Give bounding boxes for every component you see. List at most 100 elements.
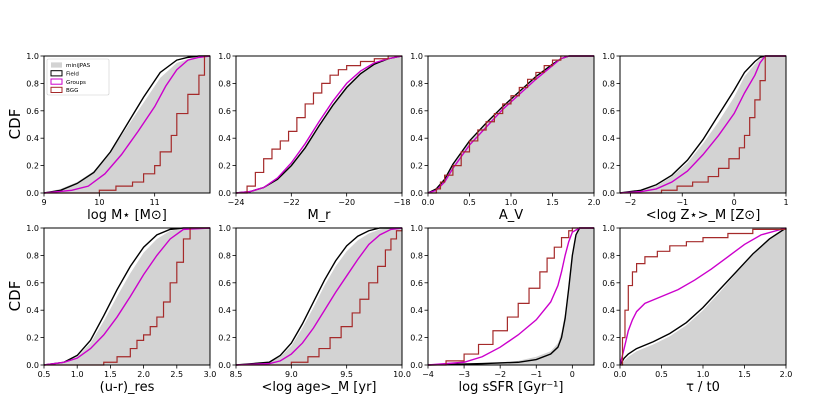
- x-tick-label: 10.0: [393, 370, 411, 379]
- y-tick-label: 1.0: [602, 224, 615, 233]
- y-tick-label: 0.6: [26, 279, 39, 288]
- x-tick-label: 0.0: [614, 370, 627, 379]
- y-tick-label: 0.0: [26, 361, 39, 370]
- y-tick-label: 0.0: [218, 189, 231, 198]
- x-tick-label: 10: [94, 198, 104, 207]
- y-tick-label: 0.0: [26, 189, 39, 198]
- y-tick-label: 0.2: [410, 334, 423, 343]
- y-tick-label: 0.4: [26, 134, 39, 143]
- x-tick-label: 1.0: [697, 370, 710, 379]
- series-groups-line: [235, 227, 403, 366]
- y-tick-label: 0.6: [218, 107, 231, 116]
- y-tick-label: 0.0: [410, 189, 423, 198]
- y-tick-label: 0.4: [26, 306, 39, 315]
- x-tick-label: −20: [338, 198, 355, 207]
- axes-frame: [427, 227, 595, 366]
- y-tick-label: 1.0: [218, 52, 231, 61]
- x-tick-label: −2: [494, 370, 506, 379]
- y-tick-label: 0.8: [218, 79, 231, 88]
- y-tick-label: 0.8: [410, 251, 423, 260]
- series-minijpas-area: [236, 56, 402, 193]
- x-tick-label: −1: [530, 370, 542, 379]
- series-groups-line: [235, 55, 403, 194]
- series-minijpas-area: [44, 228, 210, 365]
- y-tick-label: 0.4: [410, 134, 423, 143]
- y-tick-label: 0.2: [410, 162, 423, 171]
- y-tick-label: 0.6: [218, 279, 231, 288]
- legend-swatch-field: [50, 70, 63, 77]
- series-bgg-step-line: [428, 227, 594, 366]
- x-tick-label: 1.0: [71, 370, 84, 379]
- series-minijpas-area: [236, 228, 402, 365]
- series-bgg-step-line: [236, 228, 403, 366]
- x-tick-label: −2: [624, 198, 636, 207]
- panel-p5: 0.5 1.0 1.5 2.0 2.5 3.0 0.0 0.2 0.4 0.6 0.8 1.0 (u-r…: [26, 224, 216, 395]
- x-tick-label: 1.5: [104, 370, 117, 379]
- series-field-line: [43, 55, 210, 194]
- x-axis-label: (u-r)_res: [100, 380, 155, 395]
- y-tick-label: 0.6: [26, 107, 39, 116]
- y-tick-label: 0.0: [602, 361, 615, 370]
- y-tick-label: 1.0: [218, 224, 231, 233]
- x-tick-label: −1: [676, 198, 688, 207]
- series-bgg-step-line: [428, 55, 594, 194]
- panel-p1: 9 10 11 0.0 0.2 0.4 0.6 0.8 1.0 log M⋆ [M⊙] miniJP…: [26, 52, 211, 223]
- series-groups-line: [427, 227, 594, 366]
- y-tick-label: 0.4: [218, 306, 231, 315]
- y-tick-label: 0.6: [410, 107, 423, 116]
- x-tick-label: 1.5: [738, 370, 751, 379]
- x-tick-label: 8.5: [230, 370, 243, 379]
- series-groups-line: [43, 55, 211, 194]
- x-tick-label: 9.5: [340, 370, 353, 379]
- y-tick-label: 0.8: [26, 251, 39, 260]
- series-bgg-step-line: [44, 55, 210, 194]
- axes-frame: [619, 55, 787, 194]
- y-tick-label: 0.8: [218, 251, 231, 260]
- x-axis-label: log M⋆ [M⊙]: [87, 208, 167, 223]
- y-tick-label: 0.2: [26, 162, 39, 171]
- x-tick-label: 0: [570, 370, 575, 379]
- legend-label-field: Field: [66, 72, 79, 78]
- series-field-line: [619, 227, 787, 366]
- y-tick-label: 0.2: [26, 334, 39, 343]
- series-minijpas-area: [428, 56, 594, 193]
- legend-label-minijpas: miniJPAS: [66, 63, 91, 69]
- x-tick-label: 0.0: [422, 198, 435, 207]
- x-tick-label: −3: [458, 370, 470, 379]
- series-groups-line: [619, 227, 787, 366]
- panel-p7: −4 −3 −2 −1 0 0.0 0.2 0.4 0.6 0.8 1.0 log sSFR [Gyr…: [410, 224, 595, 395]
- x-tick-label: 1.0: [505, 198, 518, 207]
- axes-frame: [235, 227, 403, 366]
- x-tick-label: 2.0: [588, 198, 601, 207]
- legend-swatch-groups: [50, 78, 63, 85]
- y-tick-label: 0.6: [410, 279, 423, 288]
- x-axis-label: A_V: [499, 208, 523, 223]
- series-minijpas-area: [620, 56, 786, 193]
- x-tick-label: 2.0: [137, 370, 150, 379]
- legend-box: [46, 58, 110, 96]
- x-axis-label: log sSFR [Gyr⁻¹]: [459, 380, 564, 395]
- y-tick-label: 0.8: [26, 79, 39, 88]
- series-field-line: [43, 227, 210, 366]
- series-minijpas-area: [44, 56, 210, 193]
- x-tick-label: 3.0: [204, 370, 217, 379]
- x-tick-label: 2.5: [170, 370, 183, 379]
- x-tick-label: −22: [283, 198, 300, 207]
- legend-swatch-bgg: [50, 86, 63, 94]
- y-tick-label: 0.8: [602, 79, 615, 88]
- series-groups-line: [619, 55, 786, 194]
- y-tick-label: 0.8: [410, 79, 423, 88]
- x-tick-label: 0.5: [463, 198, 476, 207]
- y-tick-label: 0.2: [218, 334, 231, 343]
- panel-p8: 0.0 0.5 1.0 1.5 2.00.00.20.40.60.81.0τ / t0: [602, 224, 792, 395]
- panel-p4: −2 −1 0 1 0.0 0.2 0.4 0.6 0.8 1.0 <log Z⋆>_M [Z⊙]: [602, 52, 788, 223]
- x-tick-label: −24: [228, 198, 245, 207]
- legend-label-groups: Groups: [66, 80, 86, 86]
- series-minijpas-area: [428, 228, 594, 365]
- series-bgg-step-line: [44, 227, 210, 366]
- legend-label-bgg: BGG: [66, 88, 78, 94]
- x-axis-label: M_r: [307, 208, 331, 223]
- series-groups-line: [43, 227, 211, 366]
- series-bgg-step-line: [236, 55, 402, 194]
- cdf-ylabel-bottom: CDF: [6, 281, 24, 312]
